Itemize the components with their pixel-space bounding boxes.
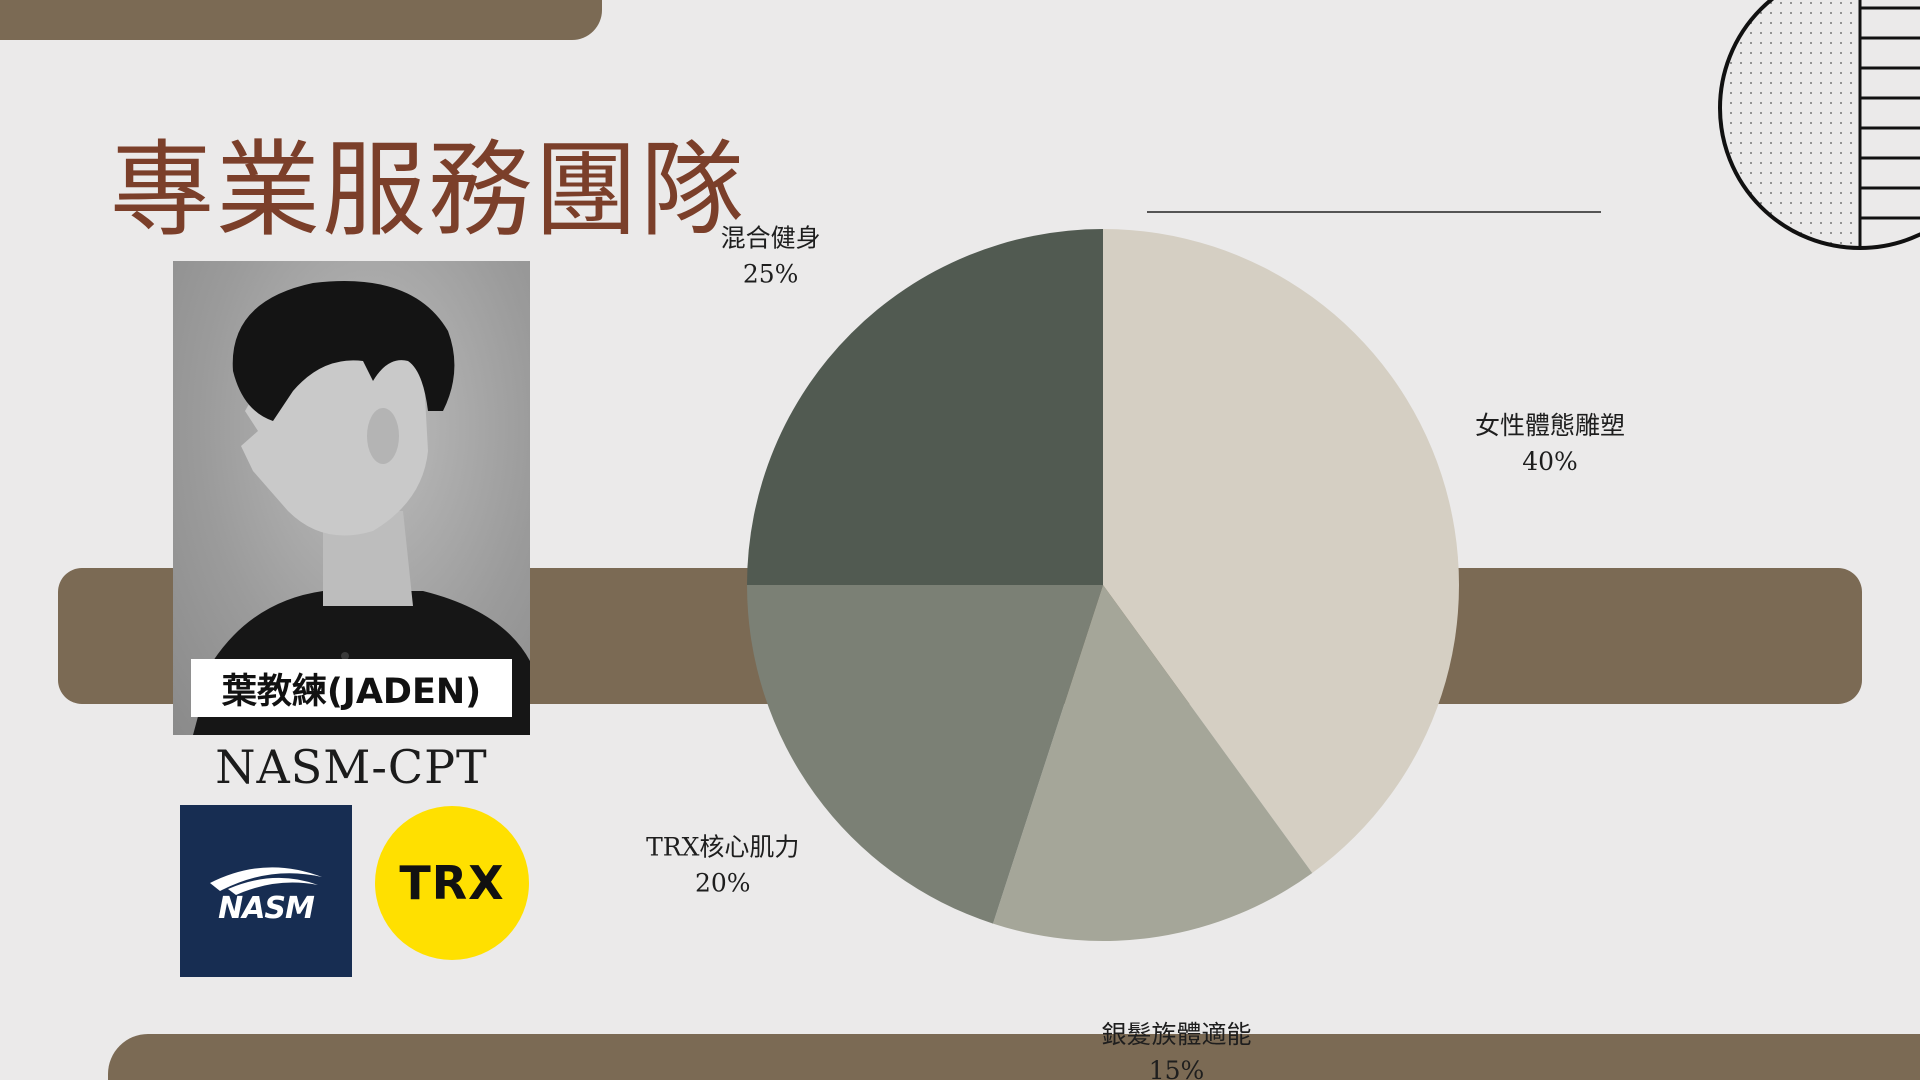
pie-slice-0 xyxy=(1103,229,1459,874)
pie-slice-1 xyxy=(992,585,1313,941)
pie-label-value-1: 15% xyxy=(1149,1056,1205,1080)
pie-label-category-1: 銀髮族體適能 xyxy=(1102,1020,1252,1049)
page-title: 專業服務團隊 xyxy=(110,129,747,251)
pie-slice-3 xyxy=(747,229,1103,585)
nasm-logo: NASM xyxy=(180,805,352,977)
pie-label-category-3: 混合健身 xyxy=(721,224,821,253)
divider-line xyxy=(1147,211,1601,213)
coach-certification: NASM-CPT xyxy=(215,740,488,794)
trx-logo-text: TRX xyxy=(399,856,505,910)
pie-slices xyxy=(747,229,1459,941)
bottom-decor-band xyxy=(108,1034,1920,1080)
pie-label-value-2: 20% xyxy=(695,868,751,897)
top-decor-band xyxy=(0,0,602,40)
coach-photo: 葉教練(JADEN) xyxy=(173,261,530,735)
pie-label-value-3: 25% xyxy=(743,260,799,289)
pie-labels: 女性體態雕塑 40% 銀髮族體適能 15% TRX核心肌力 20% 混合健身 25% xyxy=(646,224,1625,1080)
nasm-swoosh-icon xyxy=(210,867,322,895)
pie-slice-2 xyxy=(747,585,1103,924)
coach-name-label: 葉教練(JADEN) xyxy=(191,659,512,717)
trx-logo: TRX xyxy=(375,806,529,960)
nasm-logo-text: NASM xyxy=(218,891,315,926)
decorative-circle xyxy=(1718,0,1920,250)
pie-label-category-0: 女性體態雕塑 xyxy=(1475,411,1625,440)
pie-label-category-2: TRX核心肌力 xyxy=(646,832,799,861)
pie-label-value-0: 40% xyxy=(1522,447,1578,476)
